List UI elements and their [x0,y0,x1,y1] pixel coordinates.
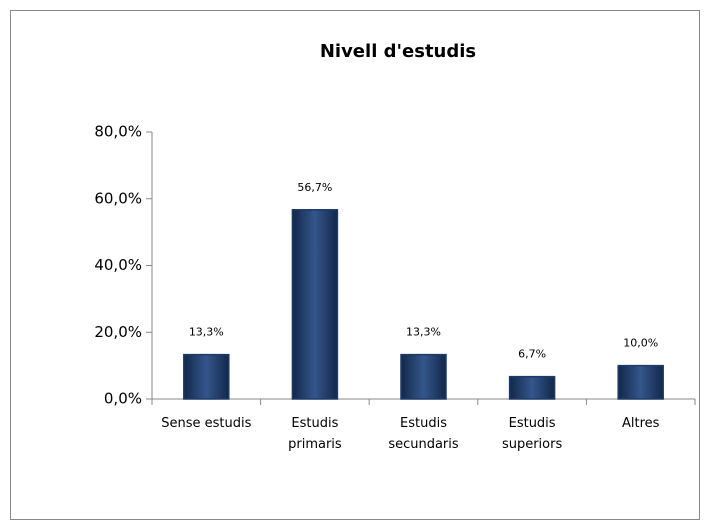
y-tick-label: 40,0% [94,256,142,274]
value-label: 56,7% [297,181,332,194]
x-tick-label: Estudis superiors [502,416,563,452]
bar [183,353,230,400]
x-tick-label-line: primaris [288,437,342,452]
x-tick-label-line: Estudis [400,416,447,431]
x-tick-label: Estudis primaris [288,416,342,452]
bar [617,364,664,400]
chart-title: Nivell d'estudis [320,41,476,62]
x-tick-label: Altres [622,416,660,431]
bar [508,375,556,400]
y-tick-label: 0,0% [104,390,142,408]
x-tick-label-line: Altres [622,416,660,431]
x-tick-label-line: Estudis [291,416,338,431]
x-tick-label-line: Estudis [509,416,556,431]
value-label: 13,3% [189,326,224,339]
y-tick-label: 80,0% [94,123,142,141]
chart-frame [10,10,700,520]
bar [400,353,447,400]
value-label: 6,7% [518,348,546,361]
y-tick-label: 60,0% [94,189,142,207]
x-tick-label-line: Sense estudis [161,416,251,431]
x-tick-label-line: superiors [502,437,563,452]
x-tick-label-line: secundaris [388,437,459,452]
x-tick-label: Estudis secundaris [388,416,459,452]
bar [291,209,339,400]
x-tick-label: Sense estudis [161,416,251,431]
value-label: 13,3% [406,326,441,339]
y-tick-label: 20,0% [94,323,142,341]
value-label: 10,0% [623,337,658,350]
